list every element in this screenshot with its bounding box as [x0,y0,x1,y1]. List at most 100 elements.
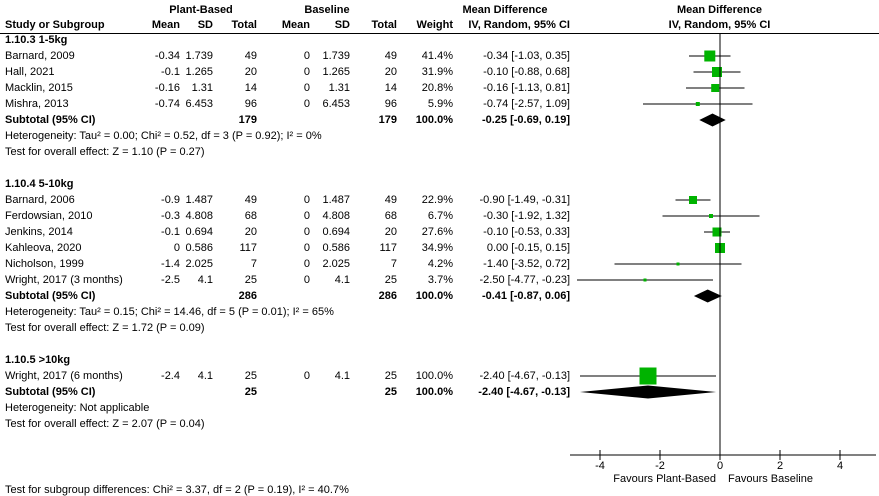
mean-plant-cell: -2.5 [161,274,180,286]
sd-baseline-cell: 1.487 [322,194,350,206]
mean-plant-cell [145,384,180,400]
mean-baseline-cell: 0 [303,370,310,382]
sd-baseline-cell: 4.1 [334,274,350,286]
sd-plant-cell: 1.31 [191,82,213,94]
subtotal-row: Subtotal (95% CI) 179 179 100.0% -0.25 [-0.6… [0,112,575,128]
sd-baseline-cell: 1.739 [322,50,350,62]
total-baseline-cell: 20 [384,66,397,78]
ci-text-cell: -0.34 [-1.03, 0.35] [483,50,570,62]
header-sd-baseline: SD [334,19,350,31]
subtotal-row: Subtotal (95% CI) 286 286 100.0% -0.41 [-0.8… [0,288,575,304]
mean-plant-cell: -0.1 [161,66,180,78]
mean-plant-cell: -0.9 [161,194,180,206]
sd-baseline-cell: 4.1 [334,370,350,382]
header-study-or-subgroup: Study or Subgroup [5,19,105,31]
mean-plant-cell [145,288,180,304]
sd-plant-cell: 0.694 [185,226,213,238]
ci-text-cell: -0.10 [-0.88, 0.68] [483,66,570,78]
sd-plant-cell [180,384,213,400]
mean-baseline-cell: 0 [303,98,310,110]
total-plant-cell: 49 [244,50,257,62]
subtotal-label: Subtotal (95% CI) [5,290,96,302]
study-row: Jenkins, 2014 -0.1 0.694 20 0 0.694 20 27.6% -0.… [0,224,575,240]
total-baseline-cell: 179 [378,114,397,126]
subtotal-row: Subtotal (95% CI) 25 25 100.0% -2.40 [-4.67,… [0,384,575,400]
mean-baseline-cell: 0 [303,274,310,286]
subgroup-label: 1.10.4 5-10kg [5,178,74,190]
mean-plant-cell [145,112,180,128]
total-baseline-cell: 68 [384,210,397,222]
study-name: Barnard, 2006 [5,194,75,206]
header-divider-line [0,33,879,34]
total-baseline-cell: 49 [384,50,397,62]
sd-baseline-cell: 0.694 [322,226,350,238]
total-baseline-cell: 7 [390,258,397,270]
ci-text-cell: -2.40 [-4.67, -0.13] [479,370,571,382]
study-row: Kahleova, 2020 0 0.586 117 0 0.586 117 34.9% 0.0… [0,240,575,256]
study-row: Macklin, 2015 -0.16 1.31 14 0 1.31 14 20.8% -0.1… [0,80,575,96]
sd-baseline-cell: 6.453 [322,98,350,110]
ci-text-cell: -0.25 [-0.69, 0.19] [481,114,570,126]
total-plant-cell: 68 [244,210,257,222]
sd-plant-cell [180,288,213,304]
mean-baseline-cell: 0 [303,226,310,238]
mean-plant-cell: -2.4 [161,370,180,382]
total-baseline-cell: 20 [384,226,397,238]
weight-cell: 4.2% [427,258,453,270]
sd-plant-cell: 4.808 [185,210,213,222]
mean-plant-cell: -0.34 [154,50,180,62]
total-plant-cell: 25 [244,274,257,286]
sd-plant-cell: 1.739 [185,50,213,62]
column-group-baseline: Baseline [304,4,350,16]
sd-baseline-cell [310,384,350,400]
mean-baseline-cell [257,288,310,304]
mean-baseline-cell: 0 [303,82,310,94]
ci-text-cell: -0.10 [-0.53, 0.33] [483,226,570,238]
sd-baseline-cell: 2.025 [322,258,350,270]
subtotal-label: Subtotal (95% CI) [5,386,96,398]
header-mean-baseline: Mean [281,19,310,31]
study-row: Hall, 2021 -0.1 1.265 20 0 1.265 20 31.9% -0.10 … [0,64,575,80]
study-name: Macklin, 2015 [5,82,73,94]
sd-plant-cell: 1.265 [185,66,213,78]
weight-cell: 22.9% [421,194,453,206]
header-total-baseline: Total [371,19,397,31]
column-group-mean-difference-plot: Mean Difference [677,4,762,16]
mean-plant-cell: -1.4 [161,258,180,270]
overall-effect-note: Test for overall effect: Z = 2.07 (P = 0… [5,418,205,430]
mean-baseline-cell: 0 [303,66,310,78]
weight-cell: 31.9% [421,66,453,78]
header-weight: Weight [416,19,453,31]
total-plant-cell: 25 [244,386,257,398]
total-baseline-cell: 25 [384,274,397,286]
weight-cell: 100.0% [415,114,453,126]
study-name: Mishra, 2013 [5,98,69,110]
study-name: Wright, 2017 (6 months) [5,370,123,382]
header-ci-text: IV, Random, 95% CI [468,19,570,31]
mean-baseline-cell: 0 [303,258,310,270]
heterogeneity-note: Heterogeneity: Tau² = 0.00; Chi² = 0.52,… [5,130,322,142]
header-ci-plot: IV, Random, 95% CI [668,19,771,31]
study-row: Barnard, 2006 -0.9 1.487 49 0 1.487 49 22.9% -0.… [0,192,575,208]
weight-cell: 100.0% [415,370,453,382]
study-row: Wright, 2017 (6 months) -2.4 4.1 25 0 4.1 25 10… [0,368,575,384]
subtotal-label: Subtotal (95% CI) [5,114,96,126]
total-baseline-cell: 14 [384,82,397,94]
subgroup-label: 1.10.5 >10kg [5,354,71,366]
mean-plant-cell: -0.74 [154,98,180,110]
subgroup-label: 1.10.3 1-5kg [5,34,68,46]
weight-cell: 6.7% [427,210,453,222]
total-baseline-cell: 117 [379,242,397,254]
mean-baseline-cell [257,384,310,400]
study-name: Jenkins, 2014 [5,226,73,238]
weight-cell: 100.0% [415,290,453,302]
sd-baseline-cell: 0.586 [322,242,350,254]
total-plant-cell: 286 [238,290,257,302]
sd-plant-cell: 4.1 [197,274,213,286]
weight-cell: 3.7% [427,274,453,286]
total-plant-cell: 7 [250,258,257,270]
total-baseline-cell: 49 [384,194,397,206]
mean-plant-cell: -0.1 [161,226,180,238]
sd-plant-cell: 0.586 [185,242,213,254]
